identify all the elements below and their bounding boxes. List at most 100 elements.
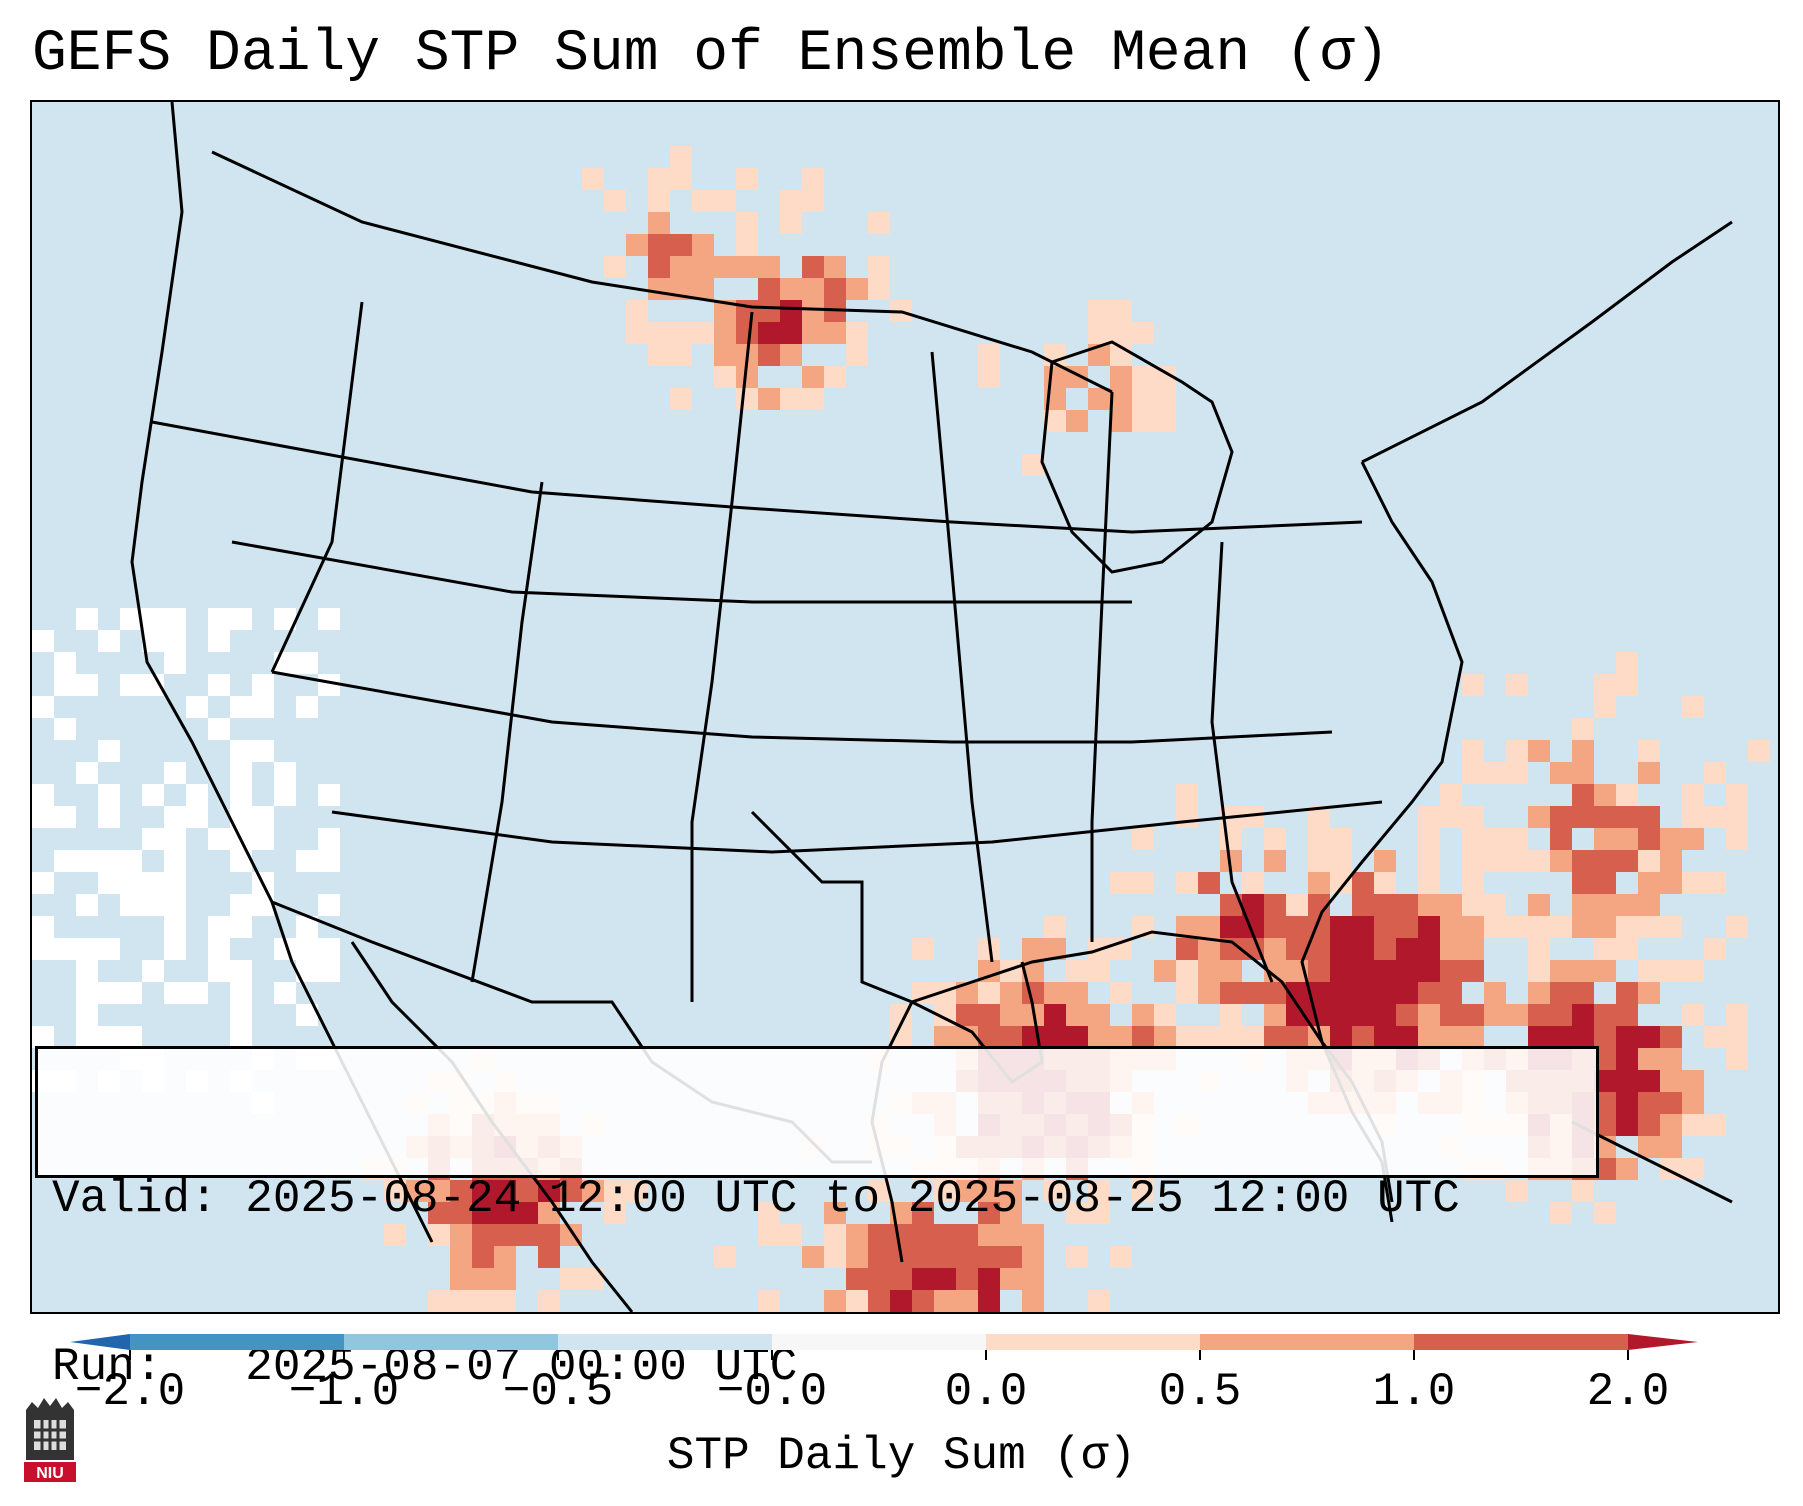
anomaly-cell — [604, 1180, 626, 1202]
anomaly-cell — [1264, 894, 1286, 916]
anomaly-cell — [1330, 916, 1352, 938]
colorbar-segment — [1200, 1334, 1414, 1350]
anomaly-cell — [1660, 1026, 1682, 1048]
anomaly-cell — [1682, 806, 1704, 828]
anomaly-cell — [318, 938, 340, 960]
anomaly-cell — [1462, 960, 1484, 982]
anomaly-cell — [1396, 894, 1418, 916]
anomaly-cell — [1418, 1004, 1440, 1026]
anomaly-cell — [230, 1026, 252, 1048]
anomaly-cell — [1242, 806, 1264, 828]
anomaly-cell — [164, 630, 186, 652]
anomaly-cell — [802, 1246, 824, 1268]
anomaly-cell — [1594, 784, 1616, 806]
anomaly-cell — [1352, 982, 1374, 1004]
colorbar-label: STP Daily Sum (σ) — [666, 1430, 1137, 1482]
anomaly-cell — [1176, 938, 1198, 960]
colorbar-tick-label: 0.0 — [944, 1366, 1028, 1418]
anomaly-cell — [1198, 960, 1220, 982]
anomaly-cell — [1374, 894, 1396, 916]
anomaly-cell — [1264, 938, 1286, 960]
anomaly-cell — [560, 1180, 582, 1202]
anomaly-cell — [54, 850, 76, 872]
anomaly-cell — [318, 828, 340, 850]
anomaly-cell — [1462, 850, 1484, 872]
anomaly-cell — [1352, 894, 1374, 916]
anomaly-cell — [120, 674, 142, 696]
anomaly-cell — [1088, 960, 1110, 982]
anomaly-cell — [32, 1026, 54, 1048]
anomaly-cell — [670, 344, 692, 366]
anomaly-cell — [1352, 1004, 1374, 1026]
anomaly-cell — [758, 1290, 780, 1312]
anomaly-cell — [1528, 960, 1550, 982]
anomaly-cell — [780, 212, 802, 234]
anomaly-cell — [1572, 960, 1594, 982]
colorbar-tick-label: 1.0 — [1372, 1366, 1456, 1418]
anomaly-cell — [1044, 982, 1066, 1004]
anomaly-cell — [1484, 982, 1506, 1004]
anomaly-cell — [142, 784, 164, 806]
anomaly-cell — [824, 322, 846, 344]
anomaly-cell — [450, 1268, 472, 1290]
anomaly-cell — [142, 960, 164, 982]
anomaly-cell — [494, 1268, 516, 1290]
anomaly-cell — [1308, 982, 1330, 1004]
anomaly-cell — [472, 1246, 494, 1268]
anomaly-cell — [1660, 916, 1682, 938]
anomaly-cell — [956, 1246, 978, 1268]
anomaly-cell — [1000, 960, 1022, 982]
anomaly-cell — [1572, 872, 1594, 894]
anomaly-cell — [1550, 1202, 1572, 1224]
anomaly-cell — [846, 344, 868, 366]
anomaly-cell — [1528, 894, 1550, 916]
anomaly-cell — [1594, 1092, 1616, 1114]
anomaly-cell — [582, 1268, 604, 1290]
anomaly-cell — [1616, 894, 1638, 916]
anomaly-cell — [186, 784, 208, 806]
anomaly-cell — [32, 806, 54, 828]
anomaly-cell — [1088, 1290, 1110, 1312]
anomaly-cell — [230, 1004, 252, 1026]
chart-title: GEFS Daily STP Sum of Ensemble Mean (σ) — [32, 22, 1390, 87]
anomaly-cell — [1022, 960, 1044, 982]
anomaly-cell — [494, 1202, 516, 1224]
anomaly-cell — [1110, 1246, 1132, 1268]
anomaly-cell — [1726, 828, 1748, 850]
anomaly-cell — [1198, 1026, 1220, 1048]
anomaly-cell — [1374, 938, 1396, 960]
anomaly-cell — [1572, 916, 1594, 938]
anomaly-cell — [1594, 1004, 1616, 1026]
anomaly-cell — [1110, 300, 1132, 322]
anomaly-cell — [648, 212, 670, 234]
anomaly-cell — [120, 608, 142, 630]
colorbar-extend-low — [70, 1334, 130, 1350]
anomaly-cell — [1154, 1004, 1176, 1026]
anomaly-cell — [1682, 960, 1704, 982]
anomaly-cell — [186, 982, 208, 1004]
anomaly-cell — [1660, 960, 1682, 982]
anomaly-cell — [1088, 1026, 1110, 1048]
anomaly-cell — [98, 630, 120, 652]
colorbar-segment — [986, 1334, 1200, 1350]
anomaly-cell — [1726, 806, 1748, 828]
anomaly-cell — [32, 696, 54, 718]
anomaly-cell — [76, 1026, 98, 1048]
anomaly-cell — [1088, 1004, 1110, 1026]
anomaly-cell — [1396, 982, 1418, 1004]
anomaly-cell — [692, 322, 714, 344]
anomaly-cell — [208, 630, 230, 652]
anomaly-cell — [1000, 1224, 1022, 1246]
anomaly-cell — [1550, 916, 1572, 938]
anomaly-cell — [1638, 960, 1660, 982]
anomaly-cell — [1638, 1026, 1660, 1048]
anomaly-cell — [1220, 1026, 1242, 1048]
anomaly-cell — [846, 1246, 868, 1268]
anomaly-cell — [670, 388, 692, 410]
anomaly-cell — [538, 1224, 560, 1246]
anomaly-cell — [1374, 872, 1396, 894]
anomaly-cell — [1704, 1026, 1726, 1048]
anomaly-cell — [1594, 1048, 1616, 1070]
anomaly-cell — [1286, 1026, 1308, 1048]
anomaly-cell — [1110, 1026, 1132, 1048]
